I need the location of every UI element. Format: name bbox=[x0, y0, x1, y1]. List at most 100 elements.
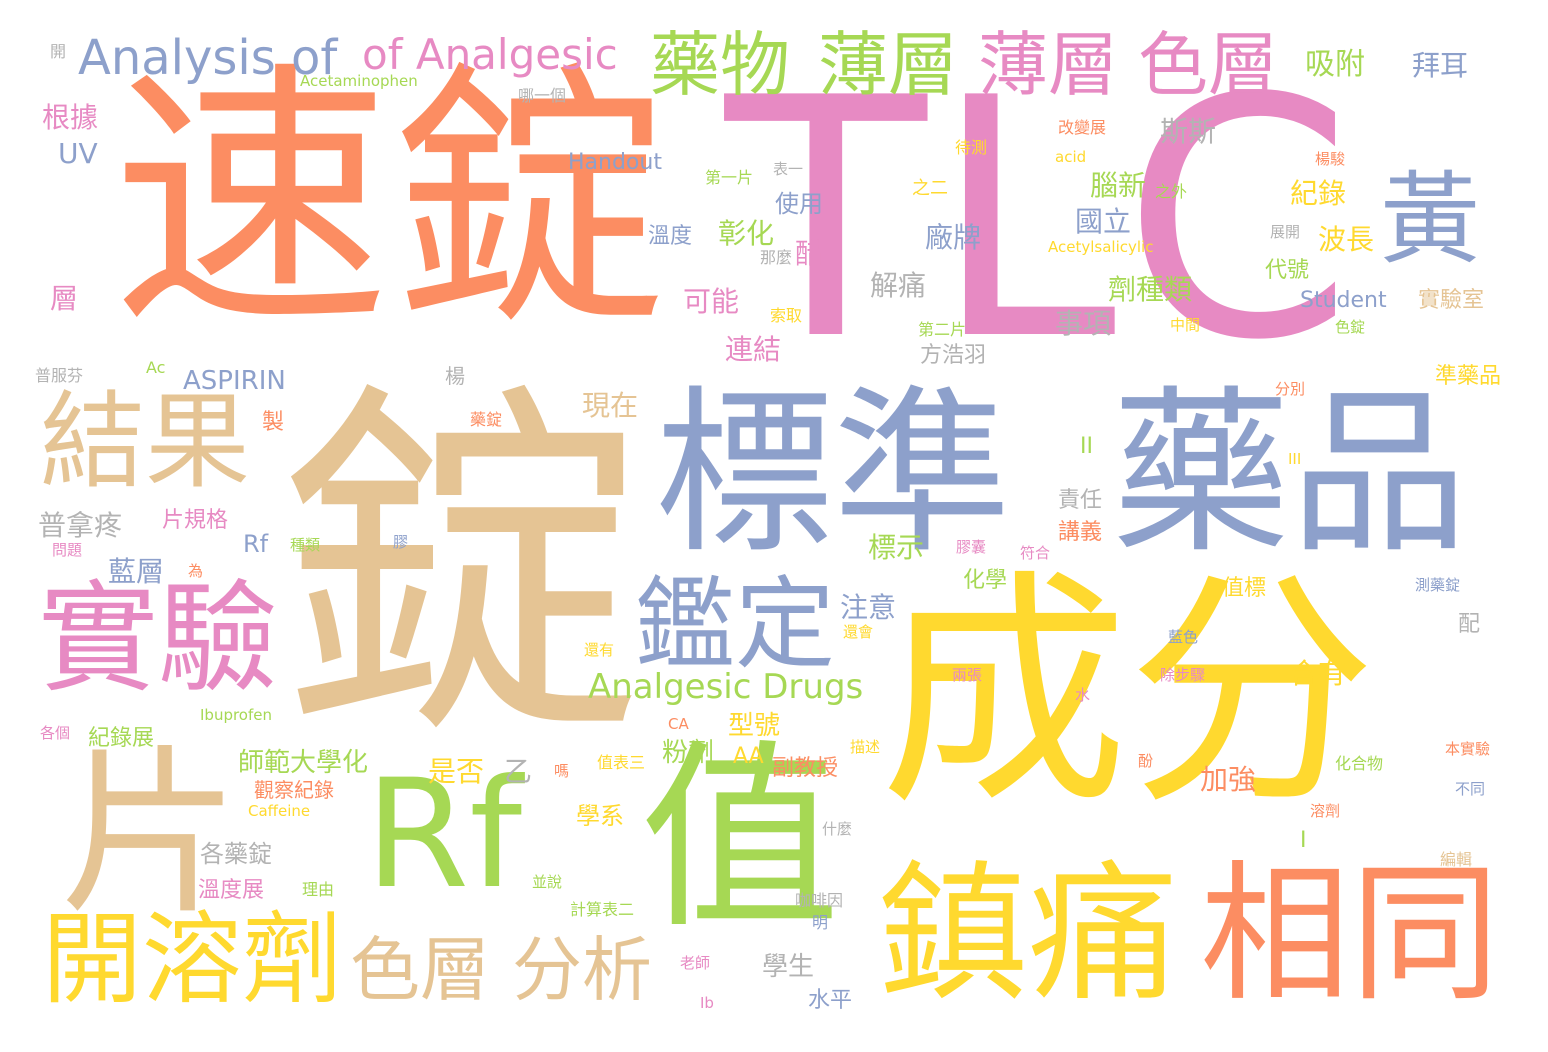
cloud-word: 不同 bbox=[1455, 780, 1486, 798]
cloud-word: 責任 bbox=[1058, 488, 1103, 513]
cloud-word: 符合 bbox=[1020, 544, 1051, 562]
cloud-word: 水平 bbox=[808, 988, 853, 1013]
cloud-word: 膠 bbox=[393, 533, 409, 551]
cloud-word: 鑑定 bbox=[635, 566, 835, 683]
cloud-word: 理由 bbox=[302, 880, 335, 899]
cloud-word: III bbox=[1288, 450, 1302, 468]
cloud-word: 醋 bbox=[795, 237, 824, 270]
cloud-word: 問題 bbox=[52, 541, 83, 559]
cloud-word: 錠 bbox=[275, 355, 645, 785]
cloud-word: 鎮痛 bbox=[878, 848, 1179, 1022]
cloud-word: 種類 bbox=[290, 536, 321, 554]
cloud-word: Handout bbox=[568, 150, 662, 175]
cloud-word: 還有 bbox=[584, 641, 615, 659]
cloud-word: 廠牌 bbox=[925, 221, 982, 254]
cloud-word: TLC bbox=[725, 28, 1359, 412]
cloud-word: 索取 bbox=[770, 306, 803, 325]
cloud-word: 楊 bbox=[445, 364, 465, 388]
cloud-word: II bbox=[1080, 434, 1093, 459]
cloud-word: AA bbox=[733, 744, 764, 769]
cloud-word: 化合物 bbox=[1335, 754, 1384, 773]
cloud-word: 現在 bbox=[582, 389, 639, 422]
cloud-word: 實驗室 bbox=[1418, 288, 1485, 313]
cloud-word: Ac bbox=[146, 358, 166, 377]
cloud-word: 值表三 bbox=[597, 753, 646, 772]
cloud-word: 表一 bbox=[773, 160, 804, 178]
cloud-word: 第一片 bbox=[705, 168, 754, 187]
cloud-word: Acetylsalicylic bbox=[1048, 238, 1154, 256]
cloud-word: 藥錠 bbox=[470, 410, 503, 429]
cloud-word: 普拿疼 bbox=[38, 509, 123, 542]
cloud-word: 改變展 bbox=[1058, 118, 1107, 137]
cloud-word: 彰化 bbox=[718, 217, 775, 250]
cloud-word: acid bbox=[1055, 148, 1087, 166]
cloud-word: 學生 bbox=[762, 952, 815, 982]
cloud-word: 藍層 bbox=[108, 555, 165, 588]
cloud-word: 開溶劑 bbox=[42, 901, 342, 1018]
cloud-word: 方浩羽 bbox=[920, 343, 987, 368]
cloud-word: 解痛 bbox=[870, 269, 927, 302]
cloud-word: 楊駿 bbox=[1315, 150, 1346, 168]
cloud-word: 配 bbox=[1458, 612, 1481, 637]
cloud-word: 各個 bbox=[40, 724, 71, 742]
cloud-word: 注意 bbox=[840, 591, 897, 624]
cloud-word: 為 bbox=[188, 562, 204, 580]
cloud-word: 講義 bbox=[1058, 520, 1103, 545]
cloud-word: ASPIRIN bbox=[183, 366, 286, 396]
cloud-word: 成分 bbox=[880, 550, 1376, 838]
cloud-word: 分別 bbox=[1275, 380, 1306, 398]
cloud-word: 明 bbox=[812, 913, 829, 932]
cloud-word: 測藥錠 bbox=[1415, 576, 1461, 594]
cloud-word: 化學 bbox=[963, 568, 1008, 593]
cloud-word: 準藥品 bbox=[1435, 364, 1502, 389]
cloud-word: 嗎 bbox=[554, 762, 570, 780]
cloud-word: 根據 bbox=[42, 101, 99, 134]
cloud-word: 藥品 bbox=[1112, 370, 1468, 577]
cloud-word: Acetaminophen bbox=[300, 72, 418, 90]
cloud-word: 紀錄展 bbox=[88, 726, 155, 751]
cloud-word: 含有 bbox=[1290, 657, 1347, 690]
cloud-word: 膠囊 bbox=[956, 538, 987, 556]
cloud-word: Analysis of bbox=[78, 30, 338, 86]
cloud-word: 標示 bbox=[868, 531, 925, 564]
cloud-word: 可能 bbox=[683, 285, 740, 318]
cloud-word: 學系 bbox=[576, 802, 624, 830]
cloud-word: 薄層 bbox=[978, 24, 1118, 106]
cloud-word: 薄層 bbox=[818, 24, 958, 106]
cloud-word: 除步驟 bbox=[1160, 666, 1206, 684]
cloud-word: 中間 bbox=[1170, 316, 1201, 334]
cloud-word: Rf bbox=[243, 530, 269, 558]
cloud-word: 溫度 bbox=[648, 224, 693, 249]
cloud-word: 標準 bbox=[655, 370, 1011, 577]
cloud-word: 什麼 bbox=[822, 820, 853, 838]
cloud-word: Rf bbox=[365, 748, 523, 922]
cloud-word: 連結 bbox=[725, 333, 782, 366]
cloud-word: 腦新 bbox=[1090, 169, 1147, 202]
cloud-word: of Analgesic bbox=[362, 30, 618, 79]
cloud-word: 紀錄 bbox=[1290, 177, 1347, 210]
cloud-word: 值標 bbox=[1222, 576, 1267, 601]
cloud-word: 藍色 bbox=[1168, 628, 1199, 646]
cloud-word: 黃 bbox=[1380, 161, 1480, 278]
cloud-word: 劑種類 bbox=[1108, 273, 1193, 306]
cloud-word: 編輯 bbox=[1440, 850, 1473, 869]
cloud-word: 製 bbox=[262, 410, 285, 435]
cloud-word: 兩張 bbox=[952, 666, 983, 684]
cloud-word: 展開 bbox=[1270, 223, 1301, 241]
cloud-word: 事項 bbox=[1055, 307, 1112, 340]
cloud-word: 酚 bbox=[1138, 752, 1154, 770]
cloud-word: 副教授 bbox=[772, 756, 839, 781]
cloud-word: 觀察紀錄 bbox=[254, 778, 334, 802]
cloud-word: I bbox=[1300, 828, 1307, 853]
cloud-word: 片 bbox=[60, 730, 241, 939]
cloud-word: 國立 bbox=[1075, 205, 1132, 238]
cloud-word: 型號 bbox=[728, 711, 781, 741]
cloud-word: 還會 bbox=[843, 623, 874, 641]
cloud-word: 老師 bbox=[680, 954, 711, 972]
cloud-word: 是否 bbox=[428, 755, 485, 788]
cloud-word: Analgesic Drugs bbox=[588, 667, 864, 707]
cloud-word: 斯斯 bbox=[1160, 115, 1217, 148]
cloud-word: UV bbox=[58, 137, 98, 170]
cloud-word: 待測 bbox=[955, 138, 988, 157]
cloud-word: 師範大學化 bbox=[238, 748, 369, 778]
